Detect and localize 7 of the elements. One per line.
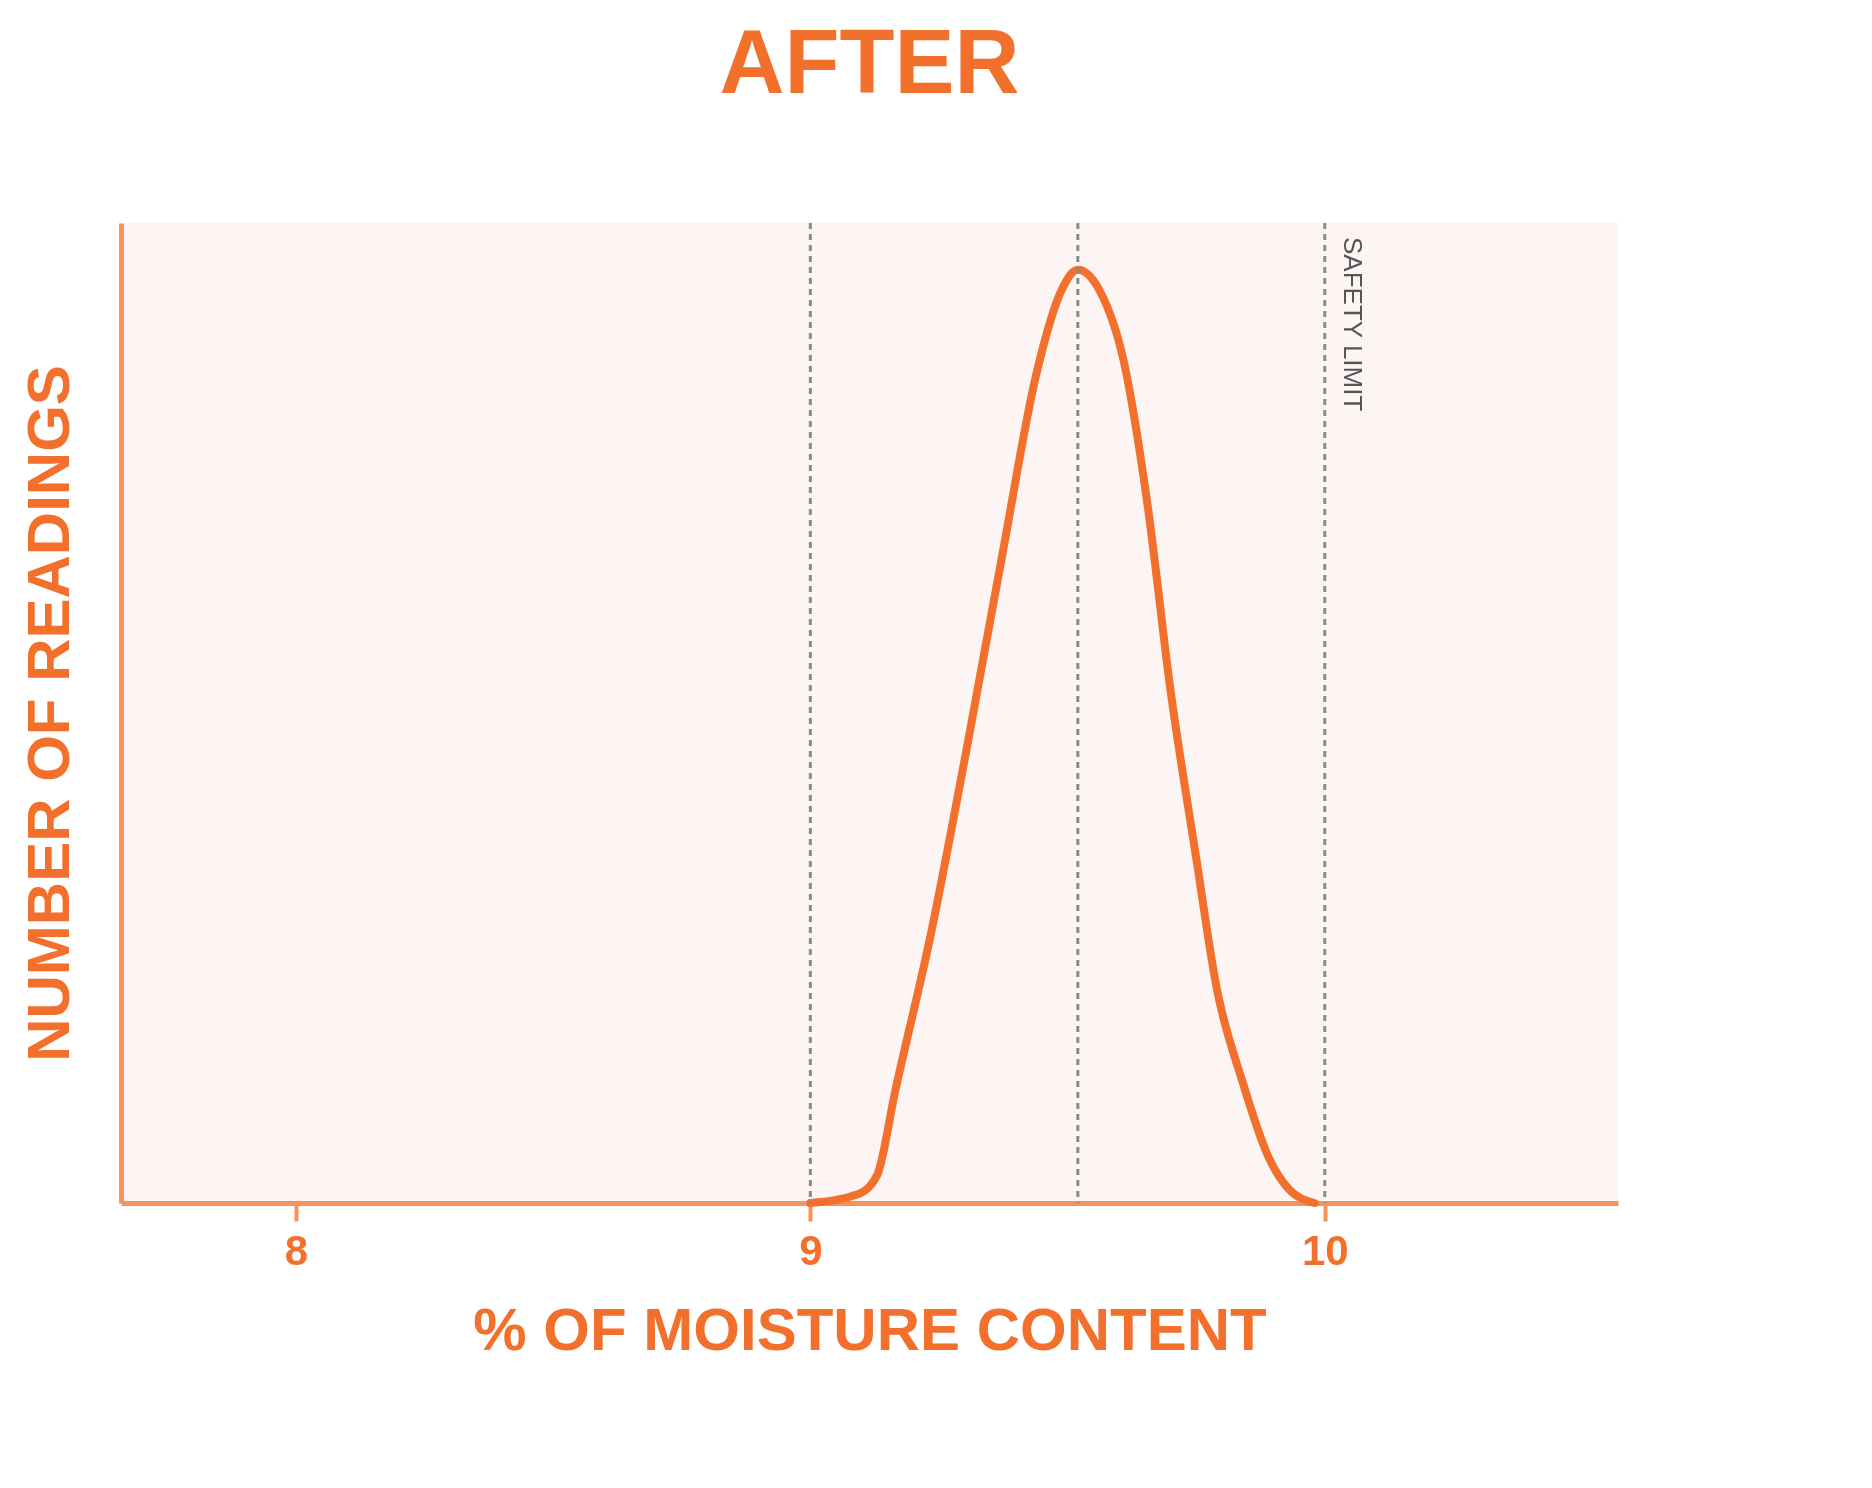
- x-tick-label: 9: [799, 1226, 823, 1274]
- x-tick-label: 8: [284, 1226, 309, 1274]
- x-tick-label: 10: [1301, 1226, 1349, 1274]
- y-axis-title: NUMBER OF READINGS: [14, 365, 82, 1062]
- chart-title: AFTER: [719, 11, 1020, 112]
- x-axis-title: % OF MOISTURE CONTENT: [473, 1295, 1267, 1363]
- ref-line-label: SAFETY LIMIT: [1337, 237, 1368, 412]
